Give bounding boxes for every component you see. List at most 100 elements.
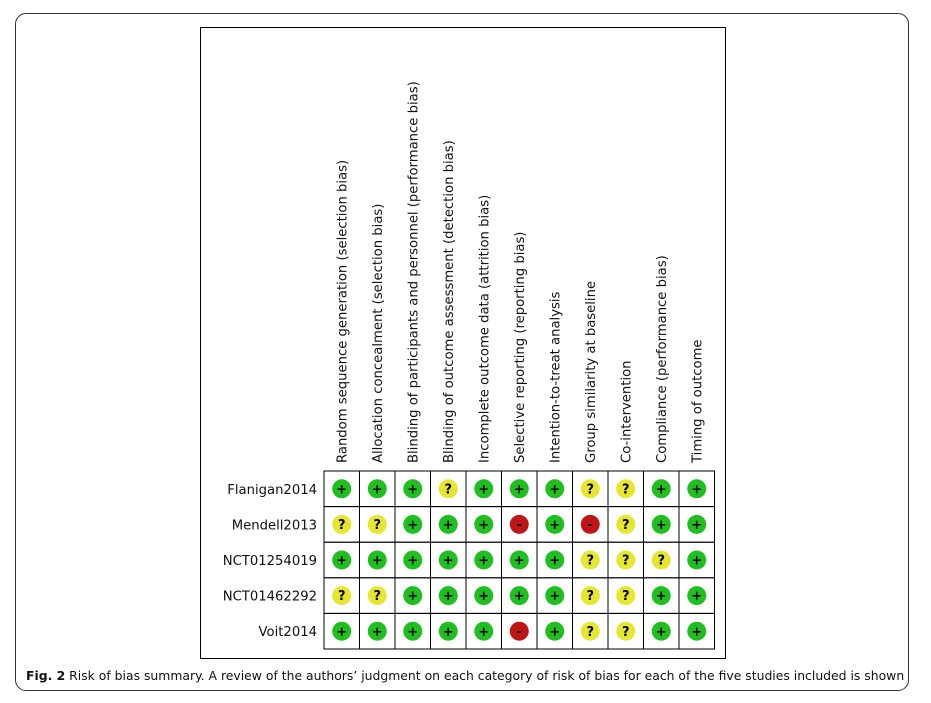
row-label: Flanigan2014 (227, 483, 317, 498)
judgment-symbol: + (478, 625, 489, 640)
judgment-marker (509, 550, 529, 570)
judgment-symbol: ? (622, 625, 630, 640)
caption-text: Risk of bias summary. A review of the au… (65, 668, 905, 683)
judgment-symbol: ? (657, 554, 665, 569)
judgment-marker (651, 550, 671, 570)
judgment-symbol: + (549, 518, 560, 533)
judgment-marker (687, 621, 707, 641)
judgment-marker (687, 586, 707, 606)
judgment-symbol: ? (622, 518, 630, 533)
row-label: NCT01254019 (223, 554, 317, 569)
judgment-marker (616, 586, 636, 606)
judgment-marker (367, 479, 387, 499)
judgment-symbol: + (478, 554, 489, 569)
judgment-symbol: + (691, 482, 702, 497)
column-header: Compliance (performance bias) (655, 255, 670, 463)
judgment-marker (474, 586, 494, 606)
judgment-marker (651, 514, 671, 534)
judgment-marker (651, 586, 671, 606)
judgment-marker (332, 586, 352, 606)
judgment-symbol: ? (586, 554, 594, 569)
judgment-symbol: + (691, 518, 702, 533)
judgment-marker (332, 550, 352, 570)
judgment-marker (332, 621, 352, 641)
judgment-marker (651, 479, 671, 499)
judgment-symbol: + (691, 554, 702, 569)
judgment-marker (687, 479, 707, 499)
judgment-marker (687, 550, 707, 570)
judgment-marker (474, 479, 494, 499)
judgment-symbol: + (407, 482, 418, 497)
judgment-symbol: + (549, 482, 560, 497)
judgment-symbol: ? (622, 554, 630, 569)
row-label: NCT01462292 (223, 590, 317, 605)
judgment-symbol: ? (622, 589, 630, 604)
column-header: Blinding of outcome assessment (detectio… (442, 140, 457, 463)
grid-cell (678, 612, 715, 650)
judgment-marker (367, 586, 387, 606)
judgment-symbol: + (691, 625, 702, 640)
judgment-marker (403, 550, 423, 570)
row-label: Voit2014 (259, 625, 317, 640)
judgment-marker (651, 621, 671, 641)
judgment-marker (438, 621, 458, 641)
row-label: Mendell2013 (232, 518, 317, 533)
judgment-symbol: - (517, 625, 522, 640)
judgment-marker (616, 514, 636, 534)
judgment-symbol: + (478, 482, 489, 497)
column-header: Allocation concealment (selection bias) (371, 204, 386, 463)
column-header: Group similarity at baseline (584, 281, 599, 463)
judgment-symbol: + (443, 554, 454, 569)
judgment-symbol: + (407, 518, 418, 533)
judgment-marker (580, 621, 600, 641)
judgment-symbol: + (478, 589, 489, 604)
judgment-symbol: + (549, 589, 560, 604)
judgment-symbol: + (478, 518, 489, 533)
judgment-symbol: + (407, 625, 418, 640)
judgment-marker (509, 621, 529, 641)
judgment-marker (509, 479, 529, 499)
judgment-marker (438, 586, 458, 606)
judgment-symbol: ? (338, 589, 346, 604)
judgment-symbol: + (372, 554, 383, 569)
judgment-symbol: + (407, 554, 418, 569)
judgment-marker (509, 514, 529, 534)
judgment-symbol: + (336, 625, 347, 640)
judgment-marker (545, 514, 565, 534)
judgment-symbol: + (656, 589, 667, 604)
judgment-symbol: + (549, 554, 560, 569)
judgment-marker (545, 621, 565, 641)
judgment-marker (438, 514, 458, 534)
judgment-symbol: + (514, 554, 525, 569)
judgment-symbol: + (443, 518, 454, 533)
judgment-symbol: ? (586, 589, 594, 604)
judgment-symbol: + (656, 625, 667, 640)
judgment-marker (545, 479, 565, 499)
caption-label: Fig. 2 (26, 668, 66, 683)
column-header: Intention-to-treat analysis (548, 291, 563, 463)
judgment-marker (438, 479, 458, 499)
judgment-marker (403, 479, 423, 499)
judgment-symbol: + (656, 518, 667, 533)
judgment-marker (332, 479, 352, 499)
judgment-marker (403, 586, 423, 606)
judgment-symbol: - (588, 518, 593, 533)
judgment-symbol: + (372, 625, 383, 640)
judgment-symbol: + (514, 589, 525, 604)
judgment-marker (580, 550, 600, 570)
judgment-symbol: + (336, 554, 347, 569)
column-header: Blinding of participants and personnel (… (406, 81, 421, 463)
figure-caption: Fig. 2 Risk of bias summary. A review of… (26, 668, 906, 683)
column-header: Co-intervention (619, 360, 634, 463)
judgment-marker (509, 586, 529, 606)
judgment-marker (580, 586, 600, 606)
risk-of-bias-figure (200, 27, 726, 659)
judgment-marker (616, 479, 636, 499)
column-header: Random sequence generation (selection bi… (335, 160, 350, 463)
judgment-symbol: + (336, 482, 347, 497)
judgment-symbol: + (656, 482, 667, 497)
judgment-marker (545, 550, 565, 570)
judgment-symbol: ? (373, 518, 381, 533)
judgment-marker (367, 514, 387, 534)
judgment-symbol: + (443, 589, 454, 604)
